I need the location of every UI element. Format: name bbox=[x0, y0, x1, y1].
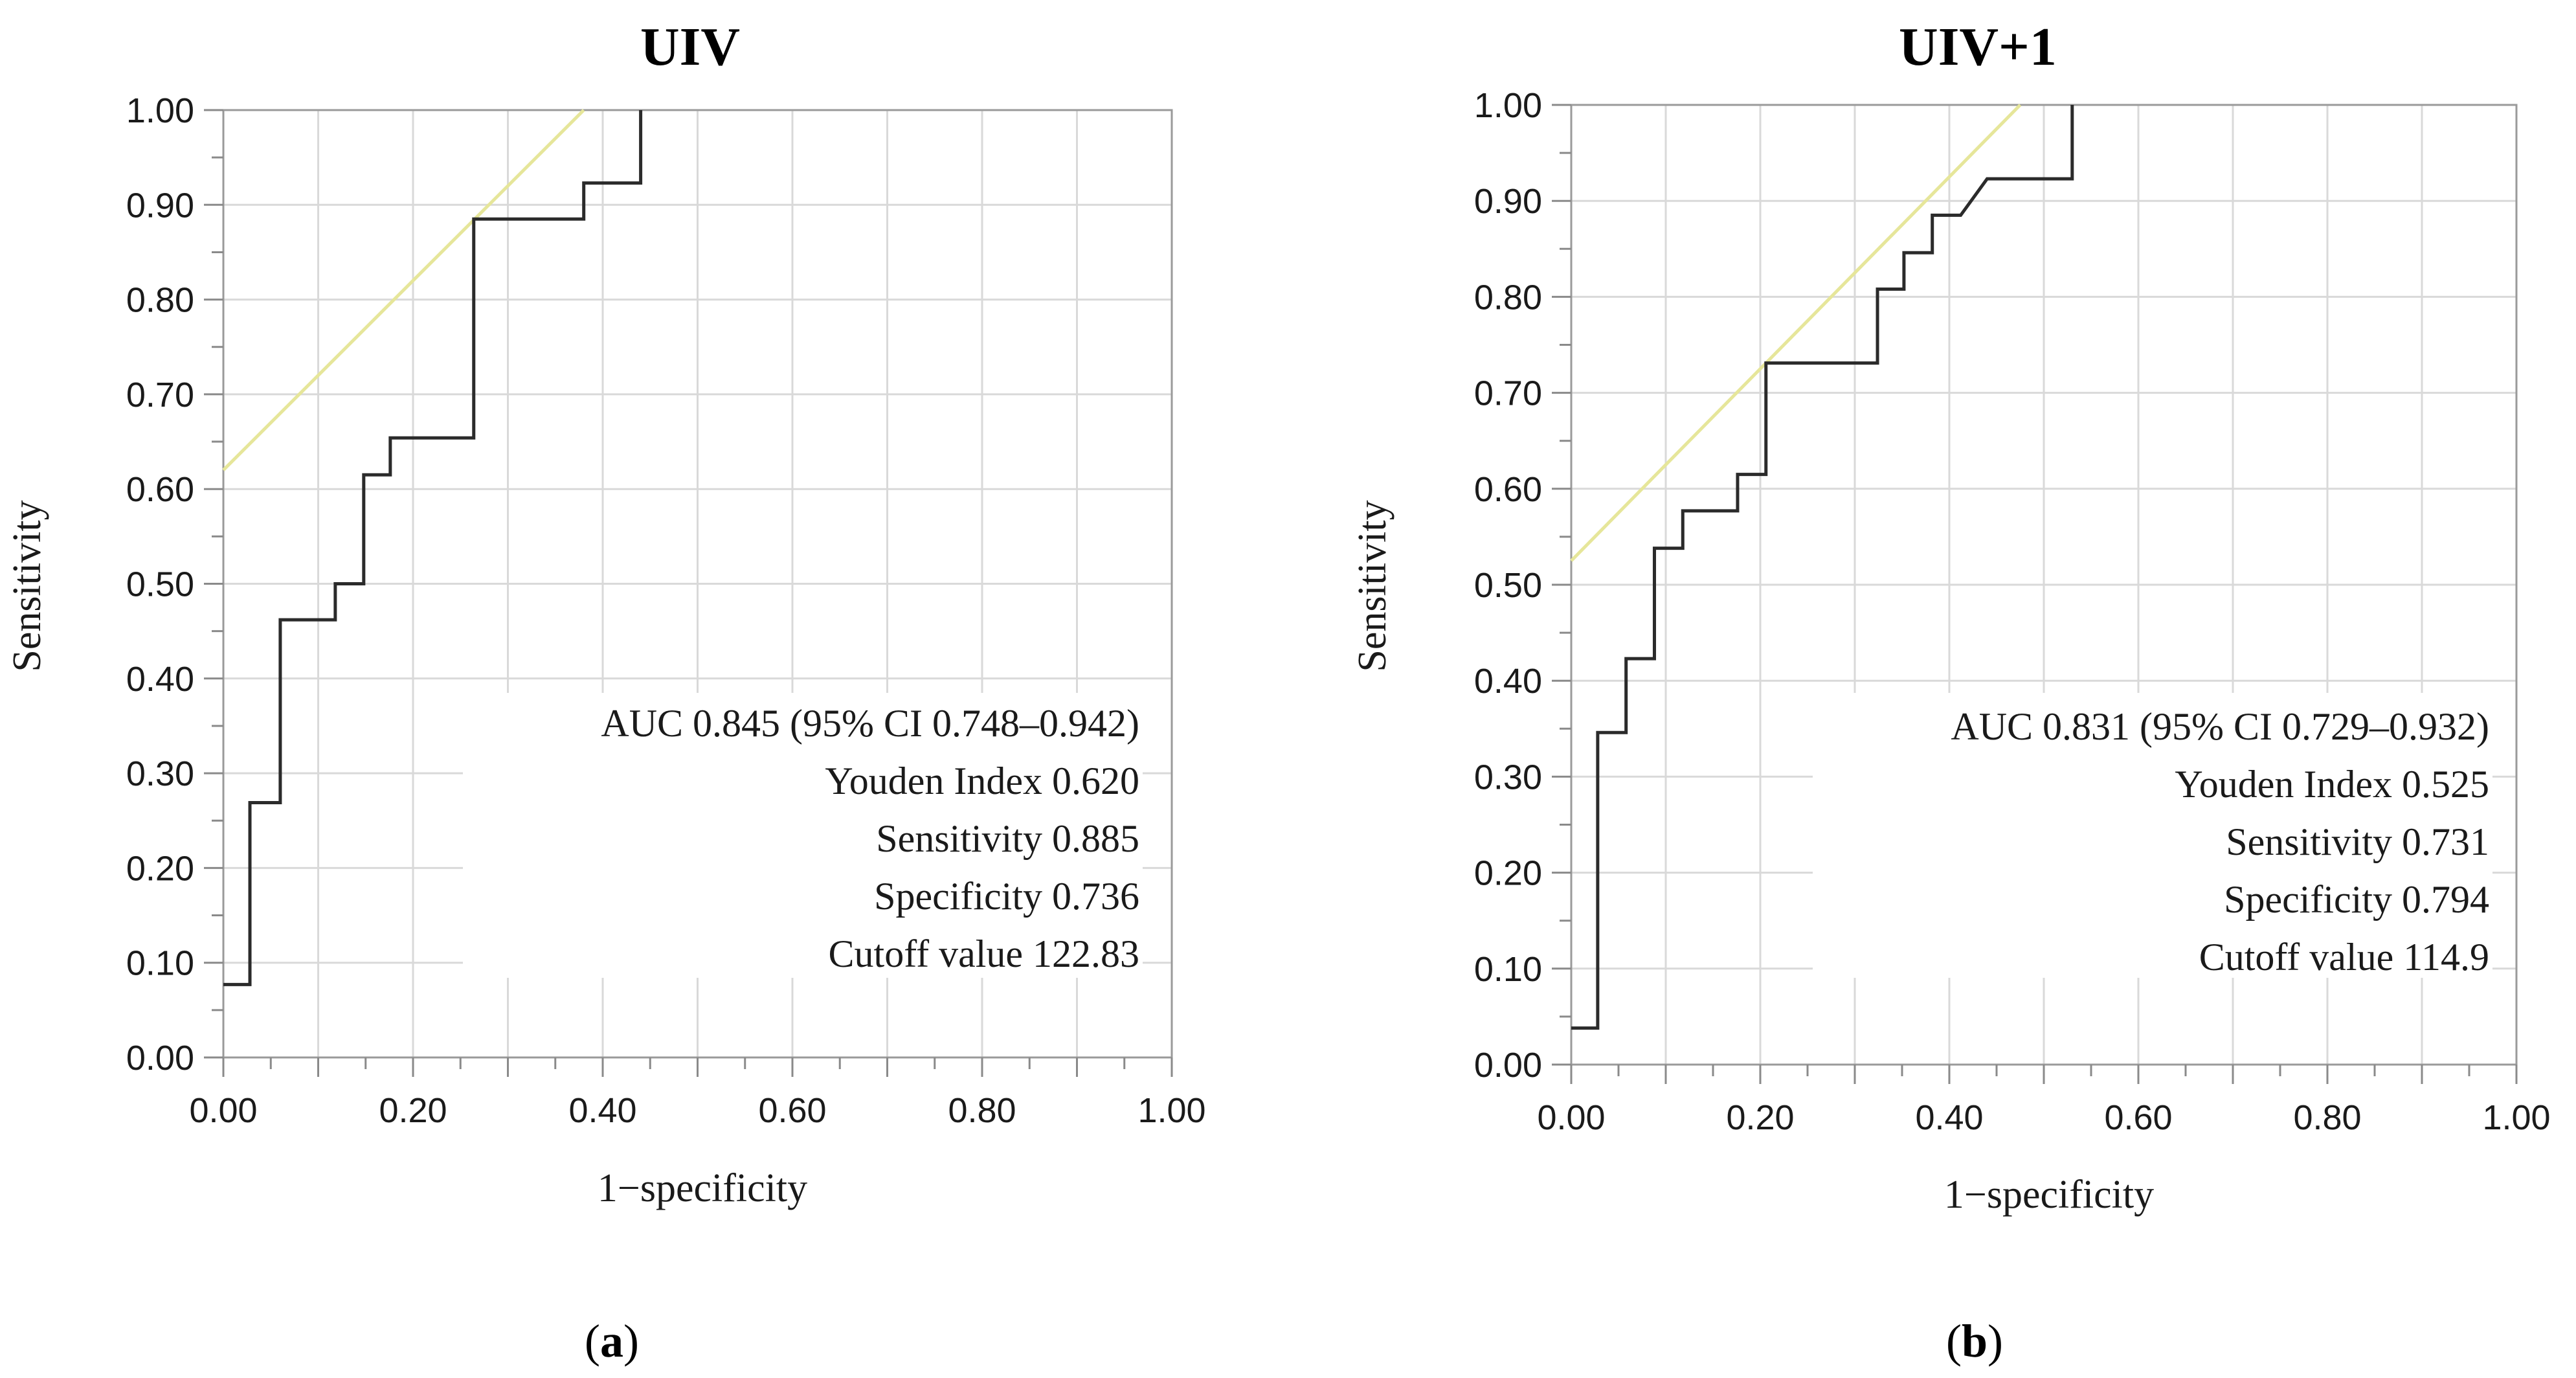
stat-sensitivity: Sensitivity 0.731 bbox=[2226, 820, 2489, 863]
y-tick-label: 0.70 bbox=[126, 376, 194, 414]
x-tick-label: 0.40 bbox=[1915, 1098, 1983, 1137]
x-tick-label: 0.80 bbox=[2293, 1098, 2361, 1137]
roc-curve-line bbox=[1571, 105, 2074, 1030]
panel-a: UIV 0.00 0.20 0.40 0.60 0.80 1.00 0.00 0.10 0.20… bbox=[5, 17, 1206, 1367]
y-axis-label: Sensitivity bbox=[5, 500, 49, 672]
x-tick-label: 0.00 bbox=[1537, 1098, 1605, 1137]
stat-cutoff: Cutoff value 114.9 bbox=[2199, 936, 2489, 978]
youden-reference-line bbox=[1570, 104, 2022, 562]
caption-close-paren: ) bbox=[623, 1315, 639, 1367]
tick-labels: 0.00 0.20 0.40 0.60 0.80 1.00 0.00 0.10 0.20 0.30… bbox=[1474, 86, 2551, 1137]
y-tick-label: 0.10 bbox=[1474, 950, 1542, 989]
x-axis-label: 1−specificity bbox=[1944, 1173, 2154, 1217]
chart-title: UIV+1 bbox=[1899, 17, 2057, 77]
panel-caption: (b) bbox=[1946, 1315, 2003, 1367]
tick-marks bbox=[1552, 104, 2518, 1084]
y-tick-label: 0.20 bbox=[1474, 854, 1542, 893]
x-tick-label: 1.00 bbox=[2482, 1098, 2550, 1137]
stat-specificity: Specificity 0.736 bbox=[874, 875, 1139, 918]
x-tick-label: 0.40 bbox=[568, 1091, 636, 1130]
stat-youden: Youden Index 0.620 bbox=[825, 760, 1139, 802]
stat-sensitivity: Sensitivity 0.885 bbox=[876, 817, 1139, 860]
stats-box-background bbox=[463, 693, 1143, 978]
caption-close-paren: ) bbox=[1988, 1315, 2003, 1367]
stats-box-background bbox=[1813, 693, 2492, 978]
y-tick-label: 0.30 bbox=[1474, 758, 1542, 796]
youden-reference-line bbox=[222, 109, 585, 471]
y-tick-label: 0.00 bbox=[1474, 1046, 1542, 1085]
y-tick-label: 0.00 bbox=[126, 1039, 194, 1078]
caption-open-paren: ( bbox=[585, 1315, 600, 1367]
chart-title: UIV bbox=[640, 17, 740, 77]
stat-auc: AUC 0.845 (95% CI 0.748–0.942) bbox=[601, 702, 1139, 745]
caption-open-paren: ( bbox=[1946, 1315, 1962, 1367]
y-tick-label: 0.20 bbox=[126, 849, 194, 888]
y-tick-label: 1.00 bbox=[126, 91, 194, 130]
y-tick-label: 0.10 bbox=[126, 944, 194, 983]
x-tick-label: 0.60 bbox=[758, 1091, 826, 1130]
stat-specificity: Specificity 0.794 bbox=[2224, 878, 2489, 921]
panel-caption: (a) bbox=[585, 1315, 639, 1367]
roc-curve-line bbox=[223, 110, 643, 986]
stat-cutoff: Cutoff value 122.83 bbox=[829, 932, 1140, 975]
y-tick-label: 0.80 bbox=[126, 281, 194, 320]
stat-youden: Youden Index 0.525 bbox=[2175, 763, 2489, 806]
x-tick-label: 0.60 bbox=[2104, 1098, 2172, 1137]
x-tick-label: 0.80 bbox=[948, 1091, 1016, 1130]
x-tick-label: 0.20 bbox=[379, 1091, 447, 1130]
y-tick-label: 0.50 bbox=[126, 565, 194, 604]
x-tick-label: 1.00 bbox=[1137, 1091, 1205, 1130]
x-tick-label: 0.20 bbox=[1726, 1098, 1794, 1137]
y-tick-label: 0.70 bbox=[1474, 374, 1542, 413]
y-tick-label: 0.60 bbox=[1474, 470, 1542, 509]
y-tick-label: 0.40 bbox=[1474, 662, 1542, 701]
y-tick-label: 0.30 bbox=[126, 754, 194, 793]
tick-marks bbox=[204, 109, 1173, 1077]
y-tick-label: 0.40 bbox=[126, 660, 194, 699]
caption-letter: a bbox=[600, 1315, 623, 1367]
x-axis-label: 1−specificity bbox=[598, 1166, 807, 1210]
tick-labels: 0.00 0.20 0.40 0.60 0.80 1.00 0.00 0.10 0.20 0.30… bbox=[126, 91, 1206, 1130]
y-axis-label: Sensitivity bbox=[1350, 500, 1394, 672]
x-tick-label: 0.00 bbox=[189, 1091, 257, 1130]
y-tick-label: 0.60 bbox=[126, 470, 194, 509]
stat-auc: AUC 0.831 (95% CI 0.729–0.932) bbox=[1951, 705, 2489, 748]
panel-b: UIV+1 0.00 0.20 0.40 0.60 0.80 1.000.000.100.… bbox=[1350, 17, 2551, 1367]
caption-letter: b bbox=[1962, 1315, 1988, 1367]
y-tick-label: 1.00 bbox=[1474, 86, 1542, 125]
y-tick-label: 0.90 bbox=[126, 186, 194, 225]
y-tick-label: 0.80 bbox=[1474, 278, 1542, 317]
y-tick-label: 0.50 bbox=[1474, 566, 1542, 605]
y-tick-label: 0.90 bbox=[1474, 182, 1542, 221]
